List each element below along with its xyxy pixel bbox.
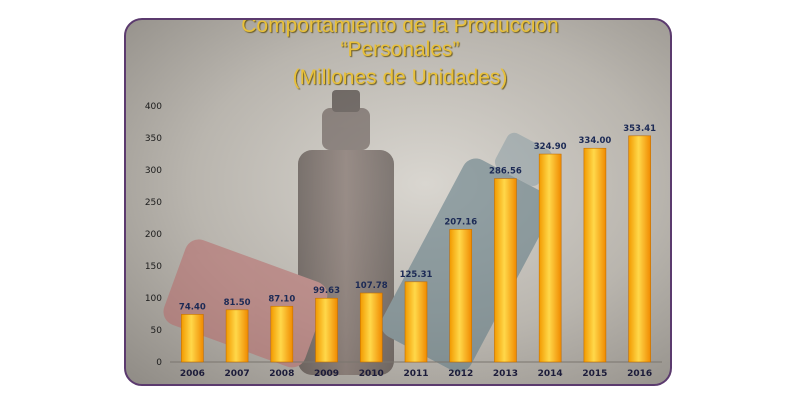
data-label-2012: 207.16 bbox=[444, 217, 477, 227]
x-tick-label-2013: 2013 bbox=[493, 369, 518, 379]
y-tick-label: 200 bbox=[145, 230, 162, 240]
bar-2012 bbox=[449, 229, 473, 363]
bar-2011 bbox=[404, 281, 428, 363]
data-label-2010: 107.78 bbox=[355, 281, 388, 291]
bar-2016 bbox=[628, 135, 651, 363]
x-tick-label-2015: 2015 bbox=[582, 369, 607, 379]
chart-title-line-2: “Personales” bbox=[340, 38, 460, 61]
chart-title-line-1: Comportamiento de la Producción bbox=[241, 18, 559, 37]
x-tick-label-2014: 2014 bbox=[538, 369, 563, 379]
bar-2007 bbox=[225, 309, 249, 363]
data-label-2009: 99.63 bbox=[313, 286, 340, 296]
y-tick-label: 150 bbox=[145, 262, 162, 272]
data-label-2013: 286.56 bbox=[489, 167, 522, 177]
bar-chart: 0 50 100 150 200 250 300 350 400 74.40 81.50 87.10… bbox=[145, 90, 662, 379]
y-tick-label: 250 bbox=[145, 198, 162, 208]
y-tick-label: 400 bbox=[145, 102, 162, 112]
chart-title-line-3: (Millones de Unidades) bbox=[292, 66, 508, 89]
data-label-2015: 334.00 bbox=[579, 136, 612, 146]
bar-2009 bbox=[315, 297, 338, 363]
y-tick-label: 100 bbox=[145, 294, 162, 304]
y-tick-label: 0 bbox=[156, 358, 162, 368]
x-axis: 2006 2007 2008 2009 2010 2011 2012 2013 2014 2015… bbox=[180, 369, 652, 379]
y-tick-label: 300 bbox=[145, 166, 162, 176]
data-label-2006: 74.40 bbox=[179, 302, 206, 312]
y-tick-label: 50 bbox=[151, 326, 163, 336]
chart-frame: Comportamiento de la Producción “Persona… bbox=[124, 18, 672, 386]
data-label-2007: 81.50 bbox=[224, 298, 251, 308]
x-tick-label-2007: 2007 bbox=[225, 369, 250, 379]
bars: 74.40 81.50 87.10 99.63 107.78 125.31 207.16 28… bbox=[179, 124, 656, 363]
bar-2006 bbox=[181, 314, 204, 363]
x-tick-label-2010: 2010 bbox=[359, 369, 384, 379]
data-label-2016: 353.41 bbox=[623, 124, 656, 134]
bar-2008 bbox=[270, 305, 294, 363]
x-tick-label-2008: 2008 bbox=[269, 369, 294, 379]
bar-2014 bbox=[538, 153, 562, 363]
x-tick-label-2006: 2006 bbox=[180, 369, 205, 379]
x-tick-label-2012: 2012 bbox=[448, 369, 473, 379]
x-tick-label-2009: 2009 bbox=[314, 369, 339, 379]
bar-2015 bbox=[583, 147, 607, 363]
bar-2010 bbox=[359, 292, 383, 363]
data-label-2008: 87.10 bbox=[268, 294, 295, 304]
bar-2013 bbox=[494, 178, 517, 363]
data-label-2014: 324.90 bbox=[534, 142, 567, 152]
x-tick-label-2011: 2011 bbox=[403, 369, 428, 379]
x-tick-label-2016: 2016 bbox=[627, 369, 652, 379]
y-tick-label: 350 bbox=[145, 134, 162, 144]
data-label-2011: 125.31 bbox=[400, 270, 433, 280]
